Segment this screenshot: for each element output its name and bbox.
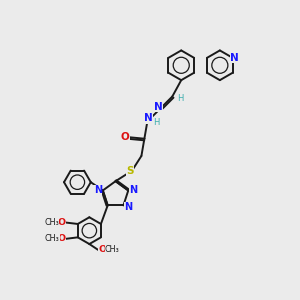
Text: CH₃: CH₃ <box>44 218 59 227</box>
Text: N: N <box>154 102 163 112</box>
Text: N: N <box>94 185 102 195</box>
Text: N: N <box>124 202 132 212</box>
Text: CH₃: CH₃ <box>45 234 60 243</box>
Text: H: H <box>153 118 160 127</box>
Text: O: O <box>58 234 66 243</box>
Text: O: O <box>98 245 106 254</box>
Text: H: H <box>178 94 184 103</box>
Text: O: O <box>121 132 129 142</box>
Text: S: S <box>126 166 134 176</box>
Text: N: N <box>144 113 152 124</box>
Text: N: N <box>129 185 137 195</box>
Text: O: O <box>57 218 65 227</box>
Text: N: N <box>230 53 239 63</box>
Text: CH₃: CH₃ <box>105 245 120 254</box>
